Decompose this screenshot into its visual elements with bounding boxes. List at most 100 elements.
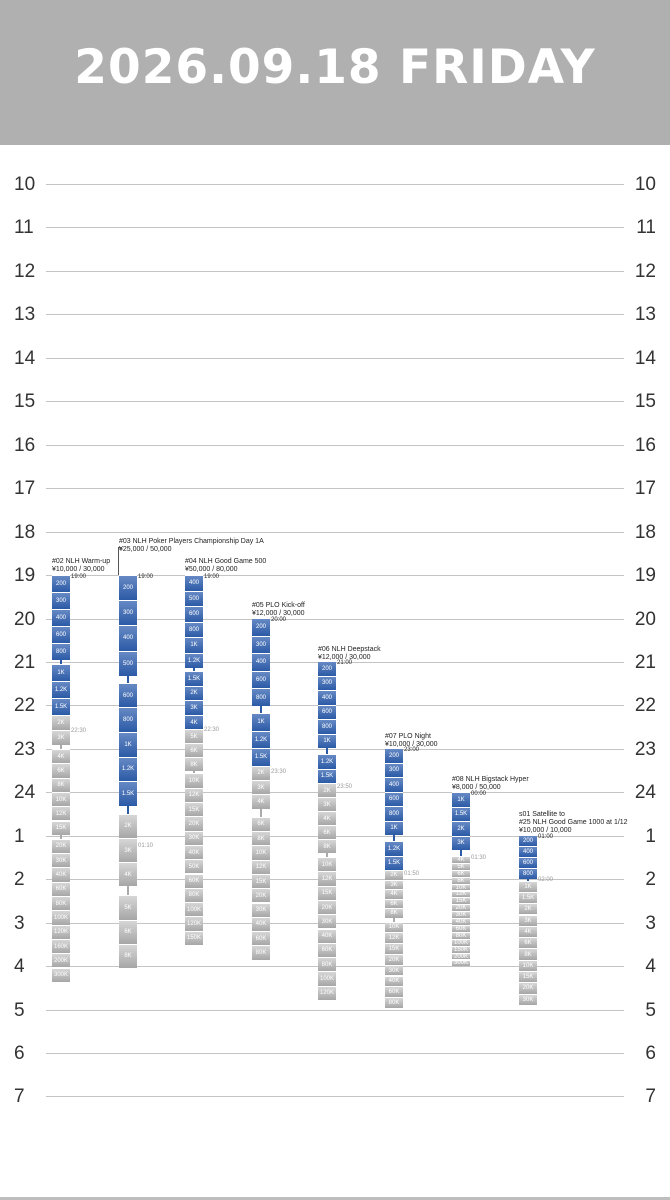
blind-level[interactable]: 1K [318,733,336,748]
blind-level[interactable]: 300K [52,967,70,982]
blind-level[interactable]: 400 [119,625,137,651]
blind-level[interactable]: 10K [185,773,203,788]
blind-level[interactable]: 200 [318,661,336,676]
blind-level[interactable]: 6K [519,937,537,949]
blind-level[interactable]: 15K [185,802,203,817]
blind-level[interactable]: 6K [52,763,70,778]
blind-level[interactable]: 1.5K [385,855,403,870]
blind-level[interactable]: 200K [52,953,70,968]
blind-level[interactable]: 100K [185,902,203,917]
event-title[interactable]: #07 PLO Night ¥10,000 / 30,000 [385,733,438,749]
blind-level[interactable]: 30K [318,914,336,929]
blind-level[interactable]: 1.2K [185,652,203,668]
blind-level[interactable]: 4K [318,811,336,825]
event-title[interactable]: #02 NLH Warm-up ¥10,000 / 30,000 [52,558,110,574]
blind-level[interactable]: 40K [252,916,270,932]
blind-level[interactable]: 60K [52,881,70,896]
blind-level[interactable]: 1.5K [452,806,470,821]
blind-level[interactable]: 800 [119,707,137,732]
blind-level[interactable]: 400 [52,609,70,626]
blind-level[interactable]: 60K [318,942,336,958]
blind-level[interactable]: 1.2K [52,681,70,698]
blind-level[interactable]: 8K [452,876,470,884]
blind-level[interactable]: 3K [318,797,336,811]
blind-level[interactable]: 20K [519,982,537,994]
blind-level[interactable]: 30K [52,853,70,868]
blind-level[interactable]: 10K [452,883,470,891]
blind-level[interactable]: 200 [119,575,137,601]
blind-level[interactable]: 100K [52,910,70,925]
blind-level[interactable]: 2K [318,783,336,797]
blind-level[interactable]: 200 [385,748,403,763]
blind-level[interactable]: 600 [119,682,137,708]
blind-level[interactable]: 15K [452,897,470,905]
blind-level[interactable]: 60K [385,986,403,998]
blind-level[interactable]: 20K [452,904,470,912]
blind-level[interactable]: 4K [52,749,70,764]
blind-level[interactable]: 4K [519,925,537,938]
blind-level[interactable]: 600 [52,626,70,643]
blind-level[interactable]: 120K [318,985,336,1000]
blind-level[interactable]: 1K [119,732,137,757]
blind-level[interactable]: 8K [119,943,137,968]
blind-level[interactable]: 6K [119,919,137,944]
blind-level[interactable]: 30K [452,911,470,919]
blind-level[interactable]: 8K [519,948,537,960]
blind-level[interactable]: 500 [185,590,203,606]
blind-level[interactable]: 1.2K [252,730,270,749]
blind-level[interactable]: 1K [185,637,203,653]
blind-level[interactable]: 4K [385,889,403,899]
blind-level[interactable]: 1K [385,820,403,835]
blind-level[interactable]: 1.5K [318,768,336,783]
blind-level[interactable]: 2K [185,685,203,701]
blind-level[interactable]: 80K [318,957,336,972]
event-title[interactable]: s01 Satellite to #25 NLH Good Game 1000 a… [519,811,628,835]
blind-level[interactable]: 6K [252,816,270,831]
event-title[interactable]: #03 NLH Poker Players Championship Day 1… [119,538,264,554]
blind-level[interactable]: 3K [252,780,270,795]
blind-level[interactable]: 3K [385,879,403,889]
blind-level[interactable]: 150K [452,945,470,953]
blind-level[interactable]: 600 [252,670,270,689]
blind-level[interactable]: 800 [252,688,270,706]
blind-level[interactable]: 2K [119,813,137,838]
blind-level[interactable]: 12K [52,806,70,821]
blind-level[interactable]: 60K [185,873,203,888]
blind-level[interactable]: 4K [185,714,203,730]
blind-level[interactable]: 5K [452,862,470,870]
blind-level[interactable]: 400 [385,777,403,792]
blind-level[interactable]: 100K [452,938,470,946]
blind-level[interactable]: 10K [318,857,336,872]
blind-level[interactable]: 200 [519,835,537,846]
blind-level[interactable]: 1.2K [385,841,403,856]
blind-level[interactable]: 300 [52,592,70,609]
blind-level[interactable]: 30K [252,902,270,917]
blind-level[interactable]: 600 [385,791,403,806]
blind-level[interactable]: 200K [452,952,470,960]
blind-level[interactable]: 80K [385,997,403,1008]
blind-level[interactable]: 12K [252,859,270,874]
blind-level[interactable]: 2K [52,715,70,730]
blind-level[interactable]: 200 [252,618,270,636]
blind-level[interactable]: 2K [519,903,537,915]
blind-level[interactable]: 8K [385,908,403,918]
blind-level[interactable]: 1.5K [519,891,537,904]
blind-level[interactable]: 6K [318,825,336,839]
blind-level[interactable]: 40K [318,928,336,943]
blind-level[interactable]: 1K [452,792,470,807]
blind-level[interactable]: 80K [52,896,70,911]
blind-level[interactable]: 40K [385,975,403,987]
blind-level[interactable]: 800 [519,867,537,879]
blind-level[interactable]: 12K [318,871,336,886]
blind-level[interactable]: 1K [519,880,537,892]
blind-level[interactable]: 400 [318,690,336,705]
blind-level[interactable]: 40K [52,867,70,882]
blind-level[interactable]: 3K [52,730,70,745]
blind-level[interactable]: 2K [252,765,270,781]
blind-level[interactable]: 30K [519,993,537,1005]
blind-level[interactable]: 2K [385,870,403,880]
blind-level[interactable]: 20K [185,816,203,831]
blind-level[interactable]: 160K [52,938,70,954]
blind-level[interactable]: 300 [318,675,336,690]
blind-level[interactable]: 8K [318,839,336,853]
